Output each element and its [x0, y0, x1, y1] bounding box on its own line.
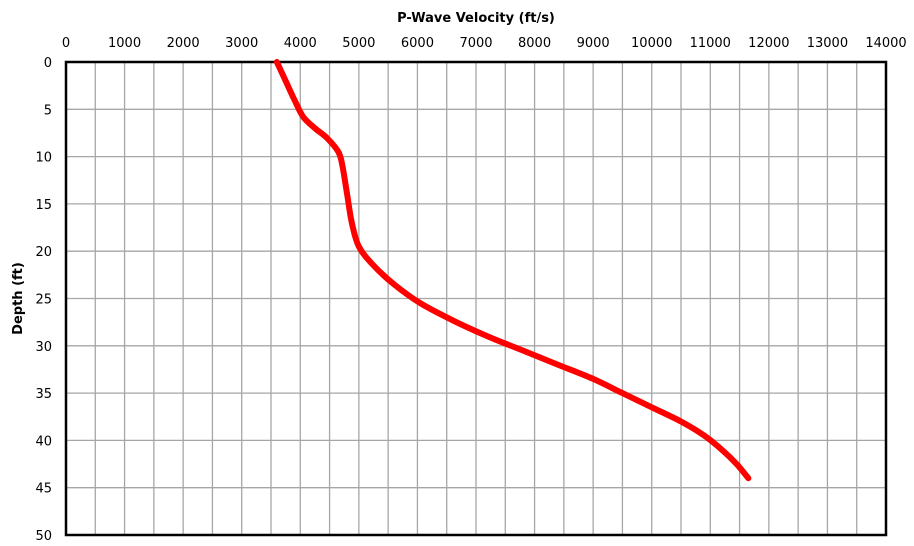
x-tick-label: 2000 — [167, 36, 200, 51]
x-tick-label: 8000 — [518, 36, 551, 51]
plot-area-border — [64, 60, 888, 537]
y-axis-tick-labels: 0 5 10 15 20 25 30 35 40 45 50 — [35, 56, 52, 544]
x-tick-label: 11000 — [690, 36, 731, 51]
y-tick-label: 40 — [35, 434, 52, 449]
x-tick-label: 3000 — [225, 36, 258, 51]
x-tick-label: 10000 — [631, 36, 672, 51]
y-tick-label: 10 — [35, 151, 52, 166]
x-tick-label: 6000 — [401, 36, 434, 51]
y-tick-label: 30 — [35, 340, 52, 355]
y-tick-label: 15 — [35, 198, 52, 213]
x-tick-label: 7000 — [459, 36, 492, 51]
y-tick-label: 5 — [44, 103, 52, 118]
x-tick-label: 13000 — [807, 36, 848, 51]
gridlines — [66, 62, 886, 535]
y-tick-label: 50 — [35, 529, 52, 544]
x-tick-label: 14000 — [865, 36, 906, 51]
y-axis-title: Depth (ft) — [11, 262, 26, 335]
y-tick-label: 25 — [35, 293, 52, 308]
x-axis-title: P-Wave Velocity (ft/s) — [397, 11, 555, 26]
series-layer — [273, 59, 752, 482]
x-tick-label: 1000 — [108, 36, 141, 51]
y-tick-label: 35 — [35, 387, 52, 402]
x-axis-tick-labels: 0 1000 2000 3000 4000 5000 6000 7000 8000 9000 100… — [62, 36, 907, 51]
y-tick-label: 0 — [44, 56, 52, 71]
series-line-0 — [273, 59, 752, 482]
x-tick-label: 12000 — [748, 36, 789, 51]
y-tick-label: 20 — [35, 245, 52, 260]
x-tick-label: 0 — [62, 36, 70, 51]
y-tick-label: 45 — [35, 482, 52, 497]
x-tick-label: 4000 — [284, 36, 317, 51]
x-tick-label: 5000 — [342, 36, 375, 51]
x-tick-label: 9000 — [577, 36, 610, 51]
